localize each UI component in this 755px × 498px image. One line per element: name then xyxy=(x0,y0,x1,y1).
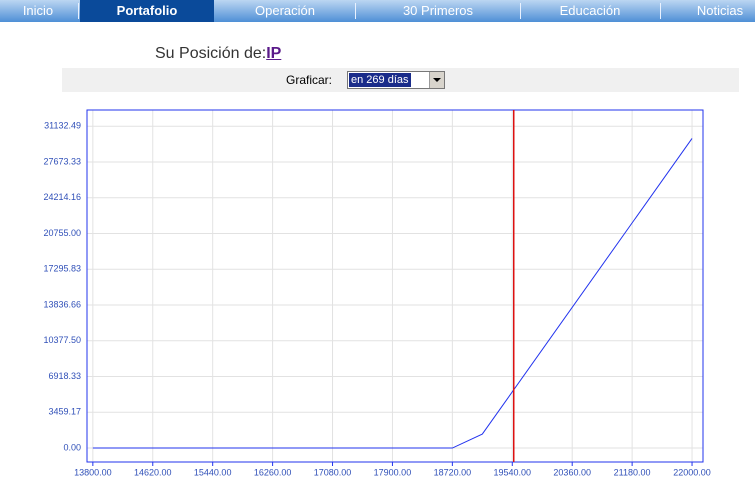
line-series xyxy=(92,138,693,449)
x-tick-label: 18720.00 xyxy=(434,467,472,477)
separator xyxy=(520,3,521,19)
y-tick-label: 27673.33 xyxy=(43,156,81,166)
y-tick-label: 13836.66 xyxy=(43,299,81,309)
y-tick-label: 10377.50 xyxy=(43,335,81,345)
y-tick-label: 17295.83 xyxy=(43,264,81,274)
y-tick-label: 31132.49 xyxy=(44,121,81,131)
nav-bar: Inicio Portafolio Operación 30 Primeros … xyxy=(0,0,755,22)
symbol-link[interactable]: IP xyxy=(266,45,282,62)
x-tick-label: 13800.00 xyxy=(74,467,112,477)
x-tick-label: 17080.00 xyxy=(314,467,352,477)
y-tick-label: 3459.17 xyxy=(48,407,81,417)
y-tick-label: 20755.00 xyxy=(43,228,81,238)
y-tick-label: 6918.33 xyxy=(48,371,81,381)
period-select[interactable]: en 269 días xyxy=(347,71,445,89)
plot-frame xyxy=(86,109,704,463)
x-tick-label: 20360.00 xyxy=(553,467,591,477)
x-tick-label: 14620.00 xyxy=(134,467,172,477)
x-tick-label: 15440.00 xyxy=(194,467,232,477)
separator xyxy=(355,3,356,19)
nav-tab[interactable]: Operación xyxy=(255,3,315,18)
x-tick-label: 17900.00 xyxy=(374,467,412,477)
x-tick-label: 19540.00 xyxy=(494,467,532,477)
x-tick-label: 21180.00 xyxy=(614,467,651,477)
form-bar: Graficar: en 269 días xyxy=(62,68,739,92)
position-header: Su Posición de:IP xyxy=(155,45,281,63)
dropdown-button[interactable] xyxy=(429,72,444,88)
nav-tab[interactable]: Portafolio xyxy=(80,0,214,22)
x-tick-label: 22000.00 xyxy=(673,467,711,477)
selected-option: en 269 días xyxy=(349,73,411,87)
nav-tab[interactable]: Educación xyxy=(559,3,621,18)
separator xyxy=(660,3,661,19)
y-tick-label: 0.00 xyxy=(63,442,81,452)
x-tick-label: 16260.00 xyxy=(254,467,292,477)
y-tick-label: 24214.16 xyxy=(43,192,81,202)
form-label: Graficar: xyxy=(286,73,333,87)
nav-tab[interactable]: Inicio xyxy=(22,3,54,18)
header-label: Su Posición de: xyxy=(155,45,267,62)
nav-tab[interactable]: 30 Primeros xyxy=(402,3,474,18)
separator xyxy=(78,3,79,19)
nav-tab[interactable]: Noticias xyxy=(696,3,744,18)
